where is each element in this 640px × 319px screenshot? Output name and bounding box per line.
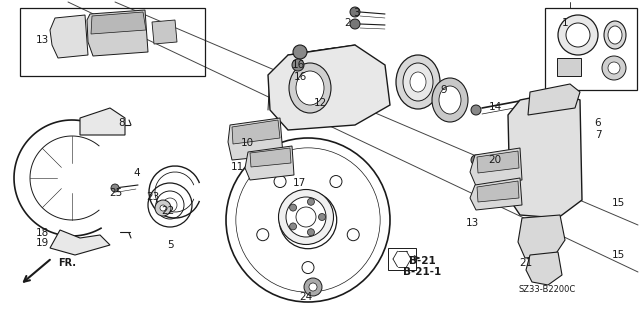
- Text: 22: 22: [161, 206, 175, 216]
- Polygon shape: [526, 252, 562, 285]
- Circle shape: [602, 56, 626, 80]
- Text: 16: 16: [293, 72, 307, 82]
- Text: 24: 24: [300, 292, 312, 302]
- Ellipse shape: [439, 86, 461, 114]
- Bar: [557, 58, 581, 76]
- Circle shape: [160, 205, 166, 211]
- Polygon shape: [245, 146, 294, 180]
- Polygon shape: [91, 12, 146, 34]
- Circle shape: [304, 278, 322, 296]
- Circle shape: [319, 213, 326, 220]
- Circle shape: [471, 155, 481, 165]
- Text: 20: 20: [488, 155, 502, 165]
- Circle shape: [111, 184, 119, 192]
- Ellipse shape: [403, 63, 433, 101]
- Text: 1: 1: [562, 18, 568, 28]
- Text: 12: 12: [314, 98, 326, 108]
- Polygon shape: [508, 92, 582, 218]
- Circle shape: [293, 45, 307, 59]
- Circle shape: [558, 15, 598, 55]
- Bar: [388, 248, 416, 270]
- Text: 23: 23: [147, 192, 159, 202]
- Text: 8: 8: [118, 118, 125, 128]
- Text: 6: 6: [595, 118, 602, 128]
- Circle shape: [292, 59, 304, 71]
- Ellipse shape: [410, 72, 426, 92]
- Text: 14: 14: [488, 102, 502, 112]
- Polygon shape: [50, 230, 110, 255]
- Polygon shape: [268, 45, 390, 130]
- Polygon shape: [80, 108, 125, 135]
- Circle shape: [289, 223, 296, 230]
- Polygon shape: [528, 84, 580, 115]
- Polygon shape: [250, 148, 291, 167]
- Polygon shape: [470, 178, 522, 210]
- Text: 19: 19: [35, 238, 49, 248]
- Polygon shape: [152, 20, 177, 44]
- Circle shape: [350, 7, 360, 17]
- Text: 5: 5: [166, 240, 173, 250]
- Ellipse shape: [296, 71, 324, 105]
- Text: 9: 9: [441, 85, 447, 95]
- Circle shape: [566, 23, 590, 47]
- Text: 25: 25: [109, 188, 123, 198]
- Ellipse shape: [608, 26, 622, 44]
- Text: 18: 18: [35, 228, 49, 238]
- Text: 15: 15: [611, 198, 625, 208]
- Polygon shape: [228, 118, 283, 160]
- Ellipse shape: [604, 21, 626, 49]
- Text: 4: 4: [134, 168, 140, 178]
- Text: 2: 2: [345, 18, 351, 28]
- Text: 11: 11: [230, 162, 244, 172]
- Circle shape: [289, 204, 296, 211]
- Text: B-21-1: B-21-1: [403, 267, 441, 277]
- Text: 17: 17: [292, 178, 306, 188]
- Text: 7: 7: [595, 130, 602, 140]
- Circle shape: [307, 229, 314, 236]
- Text: 3: 3: [353, 8, 359, 18]
- Polygon shape: [518, 215, 565, 258]
- Polygon shape: [232, 120, 280, 144]
- Circle shape: [307, 198, 314, 205]
- Circle shape: [608, 62, 620, 74]
- Polygon shape: [477, 181, 519, 202]
- Polygon shape: [477, 151, 519, 173]
- Text: 16: 16: [291, 60, 305, 70]
- Circle shape: [286, 197, 326, 237]
- Text: FR.: FR.: [58, 258, 76, 268]
- Text: B-21: B-21: [408, 256, 435, 266]
- Circle shape: [155, 200, 171, 216]
- Text: 21: 21: [520, 258, 532, 268]
- Ellipse shape: [278, 189, 333, 244]
- Ellipse shape: [289, 63, 331, 113]
- Circle shape: [350, 19, 360, 29]
- Text: SZ33-B2200C: SZ33-B2200C: [518, 285, 575, 294]
- Bar: [20, 8, 205, 76]
- Polygon shape: [87, 10, 148, 56]
- Text: 13: 13: [35, 35, 49, 45]
- Circle shape: [471, 105, 481, 115]
- Text: 15: 15: [611, 250, 625, 260]
- Polygon shape: [50, 15, 88, 58]
- Ellipse shape: [432, 78, 468, 122]
- Text: 10: 10: [241, 138, 253, 148]
- Bar: [545, 8, 637, 90]
- Polygon shape: [470, 148, 522, 186]
- Circle shape: [309, 283, 317, 291]
- Ellipse shape: [396, 55, 440, 109]
- Text: 13: 13: [465, 218, 479, 228]
